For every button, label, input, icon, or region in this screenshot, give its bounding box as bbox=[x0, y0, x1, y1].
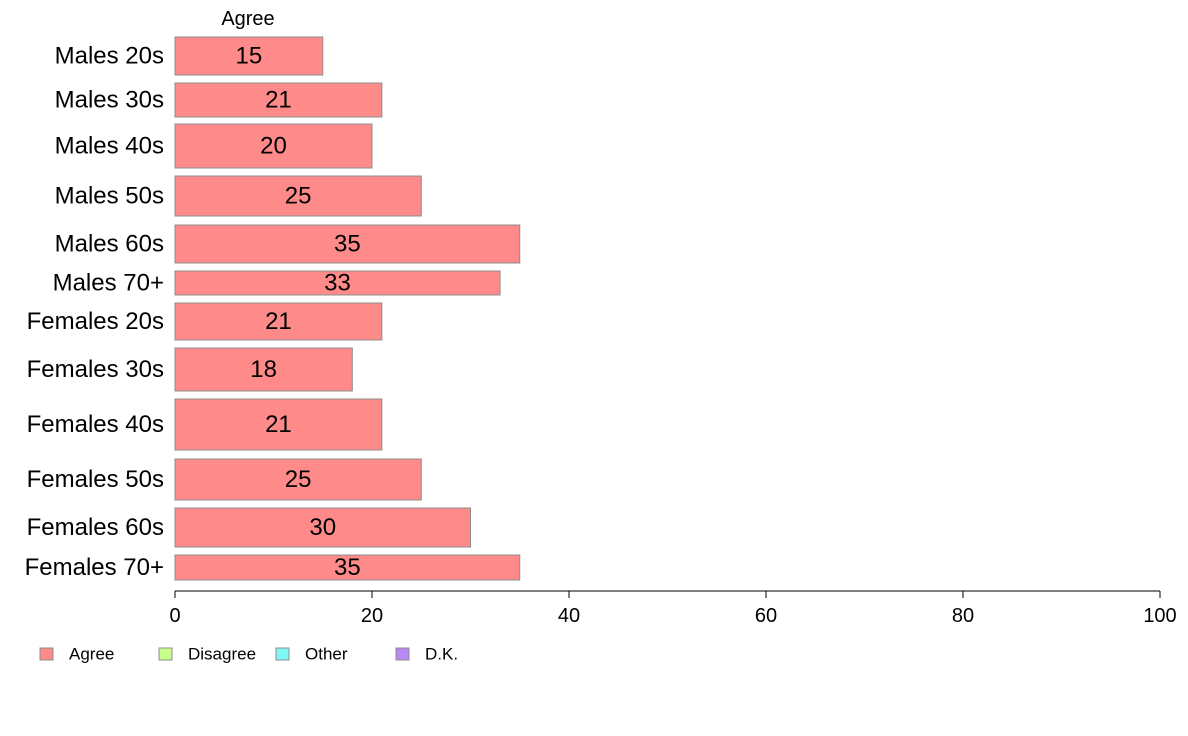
category-label-females-60s: Females 60s bbox=[27, 514, 164, 541]
category-label-males-60s: Males 60s bbox=[55, 231, 164, 258]
category-label-males-40s: Males 40s bbox=[55, 133, 164, 160]
bar-agree-females-40s bbox=[174, 398, 383, 451]
legend-swatch-disagree bbox=[158, 647, 173, 661]
category-label-males-50s: Males 50s bbox=[55, 183, 164, 210]
category-labels: Males 20s Males 30s Males 40s Males 50s Male… bbox=[25, 43, 164, 582]
legend-swatch-d-k bbox=[395, 647, 410, 661]
value-label-agree-females-60s: 30 bbox=[309, 514, 336, 541]
x-tick-label-40: 40 bbox=[558, 605, 580, 627]
category-label-females-20s: Females 20s bbox=[27, 308, 164, 335]
legend-label-agree: Agree bbox=[69, 645, 114, 664]
bar-agree-females-70 bbox=[174, 554, 521, 581]
value-label-agree-males-50s: 25 bbox=[285, 183, 312, 210]
value-label-agree-males-40s: 20 bbox=[260, 133, 287, 160]
x-tick-label-60: 60 bbox=[755, 605, 777, 627]
bar-agree-males-70 bbox=[174, 270, 501, 296]
bars-layer bbox=[174, 36, 521, 581]
category-label-females-70: Females 70+ bbox=[25, 554, 164, 581]
category-label-females-30s: Females 30s bbox=[27, 356, 164, 383]
bar-agree-males-20s bbox=[174, 36, 324, 76]
legend-label-disagree: Disagree bbox=[188, 645, 256, 664]
bar-agree-females-30s bbox=[174, 347, 353, 392]
bar-agree-males-60s bbox=[174, 224, 521, 264]
bar-agree-females-60s bbox=[174, 507, 471, 548]
x-axis: 0 20 40 60 80 100 bbox=[169, 590, 1177, 627]
value-label-agree-females-70: 35 bbox=[334, 554, 361, 581]
value-label-agree-females-30s: 18 bbox=[250, 356, 277, 383]
legend-label-d-k: D.K. bbox=[425, 645, 458, 664]
value-label-agree-females-50s: 25 bbox=[285, 466, 312, 493]
value-label-agree-males-30s: 21 bbox=[265, 87, 292, 114]
bar-agree-males-40s bbox=[174, 123, 373, 169]
category-label-males-30s: Males 30s bbox=[55, 87, 164, 114]
legend-label-other: Other bbox=[305, 645, 348, 664]
category-label-females-50s: Females 50s bbox=[27, 466, 164, 493]
category-label-females-40s: Females 40s bbox=[27, 411, 164, 438]
legend: Agree Disagree Other D.K. bbox=[39, 645, 458, 664]
value-label-agree-females-20s: 21 bbox=[265, 308, 292, 335]
legend-swatch-agree bbox=[39, 647, 54, 661]
column-header-agree: Agree bbox=[221, 8, 274, 30]
x-tick-label-20: 20 bbox=[361, 605, 383, 627]
value-label-agree-males-60s: 35 bbox=[334, 231, 361, 258]
category-label-males-20s: Males 20s bbox=[55, 43, 164, 70]
legend-swatch-other bbox=[275, 647, 290, 661]
x-tick-label-80: 80 bbox=[952, 605, 974, 627]
bar-agree-females-50s bbox=[174, 458, 422, 501]
x-tick-label-100: 100 bbox=[1143, 605, 1176, 627]
bar-agree-males-50s bbox=[174, 175, 422, 217]
bar-agree-females-20s bbox=[174, 302, 383, 341]
value-label-agree-females-40s: 21 bbox=[265, 411, 292, 438]
x-tick-label-0: 0 bbox=[169, 605, 180, 627]
value-label-agree-males-20s: 15 bbox=[236, 43, 263, 70]
value-label-agree-males-70: 33 bbox=[324, 270, 351, 297]
bar-agree-males-30s bbox=[174, 82, 383, 118]
category-label-males-70: Males 70+ bbox=[53, 270, 164, 297]
